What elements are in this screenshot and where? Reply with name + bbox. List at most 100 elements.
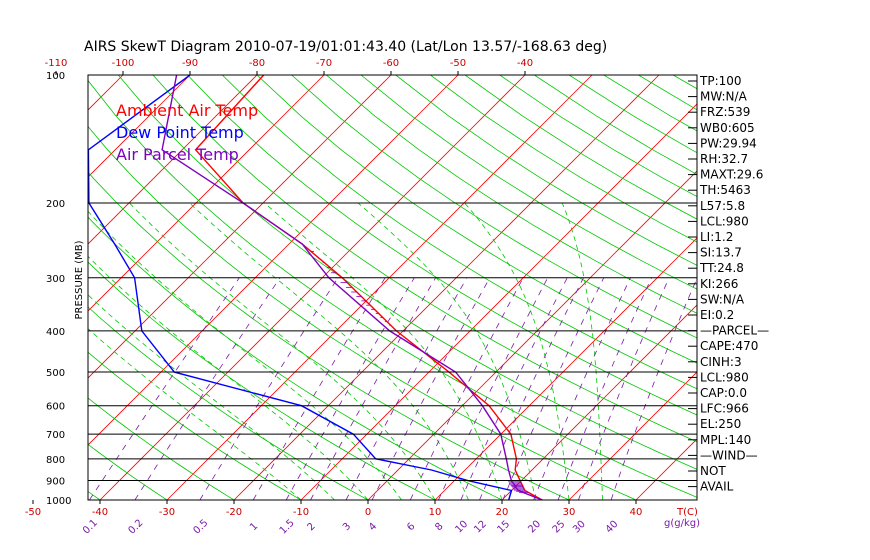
y-axis-label: PRESSURE (MB)	[74, 240, 85, 319]
dry-adiabat-line	[88, 397, 235, 500]
moist-adiabat-line	[88, 255, 369, 500]
bottom-temp-tick-label: -30	[159, 507, 175, 518]
isotherm-line	[88, 75, 392, 379]
stability-index: LI:1.2	[700, 230, 733, 244]
mixing-ratio-label: 10	[453, 519, 470, 536]
isotherm-line	[568, 371, 697, 500]
stability-index: MPL:140	[700, 433, 751, 447]
stability-index: LCL:980	[700, 214, 749, 228]
dry-adiabat-line	[88, 443, 168, 500]
mixing-ratio-label: 2	[305, 521, 317, 533]
mixing-ratio-axis-label: g(g/kg)	[664, 518, 700, 529]
dry-adiabat-line	[326, 75, 697, 314]
pressure-tick-label: 600	[46, 402, 65, 413]
x-axis-label: T(C)	[676, 507, 698, 518]
mixing-ratio-line	[285, 277, 415, 500]
dry-adiabat-line	[88, 351, 302, 500]
dry-adiabat-line	[88, 261, 436, 500]
mixing-ratio-label: 12	[472, 519, 489, 536]
mixing-ratio-line	[199, 277, 339, 500]
isotherm-line	[88, 75, 191, 178]
stability-index: FRZ:539	[700, 105, 750, 119]
bottom-temp-tick-label: 40	[630, 507, 643, 518]
mixing-ratio-label: 6	[405, 521, 417, 533]
legend-entry: Dew Point Temp	[116, 123, 244, 142]
mixing-ratio-line	[134, 277, 281, 500]
pressure-tick-label: 500	[46, 368, 65, 379]
mixing-ratio-line	[252, 277, 386, 500]
mixing-ratio-line	[438, 277, 549, 500]
dry-adiabat-line	[464, 75, 697, 220]
moist-adiabat-line	[357, 202, 536, 500]
moist-adiabat-line	[129, 202, 436, 500]
bottom-temp-tick-label: 30	[563, 507, 576, 518]
dry-adiabat-line	[88, 171, 570, 500]
mixing-ratio-line	[371, 277, 491, 500]
mixing-ratio-line	[460, 277, 568, 500]
mixing-ratio-label: 8	[433, 521, 445, 533]
stability-index: TH:5463	[699, 183, 751, 197]
pressure-tick-label: 200	[46, 199, 65, 210]
top-temp-tick-label: -50	[450, 58, 466, 69]
stability-index: CAP:0.0	[700, 386, 747, 400]
mixing-ratio-label: 0.5	[191, 518, 210, 537]
dry-adiabat-line	[222, 75, 697, 390]
isotherm-line	[300, 103, 697, 500]
dry-adiabat-line	[88, 79, 697, 498]
dry-adiabat-line	[88, 306, 369, 500]
stability-index: AVAIL	[700, 480, 734, 494]
isotherm-line	[770, 75, 870, 500]
isotherm-line	[88, 75, 325, 312]
mixing-ratio-line	[409, 277, 524, 500]
mixing-ratio-label: 1	[248, 521, 260, 533]
moist-adiabat-line	[464, 202, 570, 500]
isotherm-line	[99, 75, 526, 500]
pressure-tick-label: 100	[46, 71, 65, 82]
pressure-tick-label: 300	[46, 274, 65, 285]
isotherm-line	[837, 75, 870, 500]
top-temp-tick-label: -110	[45, 58, 68, 69]
bottom-temp-tick-label: -40	[92, 507, 108, 518]
pressure-tick-label: 1000	[46, 496, 71, 507]
isotherm-line	[367, 170, 697, 500]
stability-index: CINH:3	[700, 355, 742, 369]
pressure-tick-label: 400	[46, 327, 65, 338]
mixing-ratio-line	[557, 277, 652, 500]
stability-index: —PARCEL—	[700, 324, 769, 338]
pressure-tick-label: 700	[46, 430, 65, 441]
pressure-tick-label: 900	[46, 477, 65, 488]
stability-index: EL:250	[700, 417, 741, 431]
mixing-ratio-label: 30	[571, 519, 588, 536]
stability-index: MW:N/A	[700, 90, 748, 104]
mixing-ratio-label: 25	[551, 519, 568, 536]
dry-adiabat-line	[152, 75, 697, 443]
bottom-temp-tick-label: -10	[293, 507, 309, 518]
top-temp-tick-label: -90	[182, 58, 198, 69]
isotherm-line	[88, 75, 459, 446]
stability-index: RH:32.7	[700, 152, 748, 166]
dry-adiabat-line	[395, 75, 697, 266]
stability-index: MAXT:29.6	[700, 168, 763, 182]
mixing-ratio-label: 0.1	[81, 518, 100, 537]
mixing-ratio-line	[578, 277, 670, 500]
legend-entry: Air Parcel Temp	[116, 145, 239, 164]
isotherm-line	[166, 75, 593, 500]
stability-index: SI:13.7	[700, 246, 742, 260]
dry-adiabat-line	[256, 75, 697, 364]
legend-entry: Ambient Air Temp	[116, 101, 258, 120]
mixing-ratio-label: 3	[341, 521, 353, 533]
stability-index: WB0:605	[700, 121, 755, 135]
stability-index: TP:100	[699, 74, 742, 88]
stability-index: L57:5.8	[700, 199, 745, 213]
mixing-ratio-line	[502, 277, 605, 500]
stability-index: LFC:966	[700, 402, 749, 416]
dry-adiabat-line	[291, 75, 697, 339]
mixing-ratio-line	[533, 277, 631, 500]
top-temp-tick-label: -60	[383, 58, 399, 69]
stability-index: PW:29.94	[700, 136, 757, 150]
mixing-ratio-line	[345, 277, 468, 500]
pressure-tick-label: 800	[46, 455, 65, 466]
stability-index: TT:24.8	[699, 261, 744, 275]
dry-adiabat-line	[360, 75, 697, 290]
